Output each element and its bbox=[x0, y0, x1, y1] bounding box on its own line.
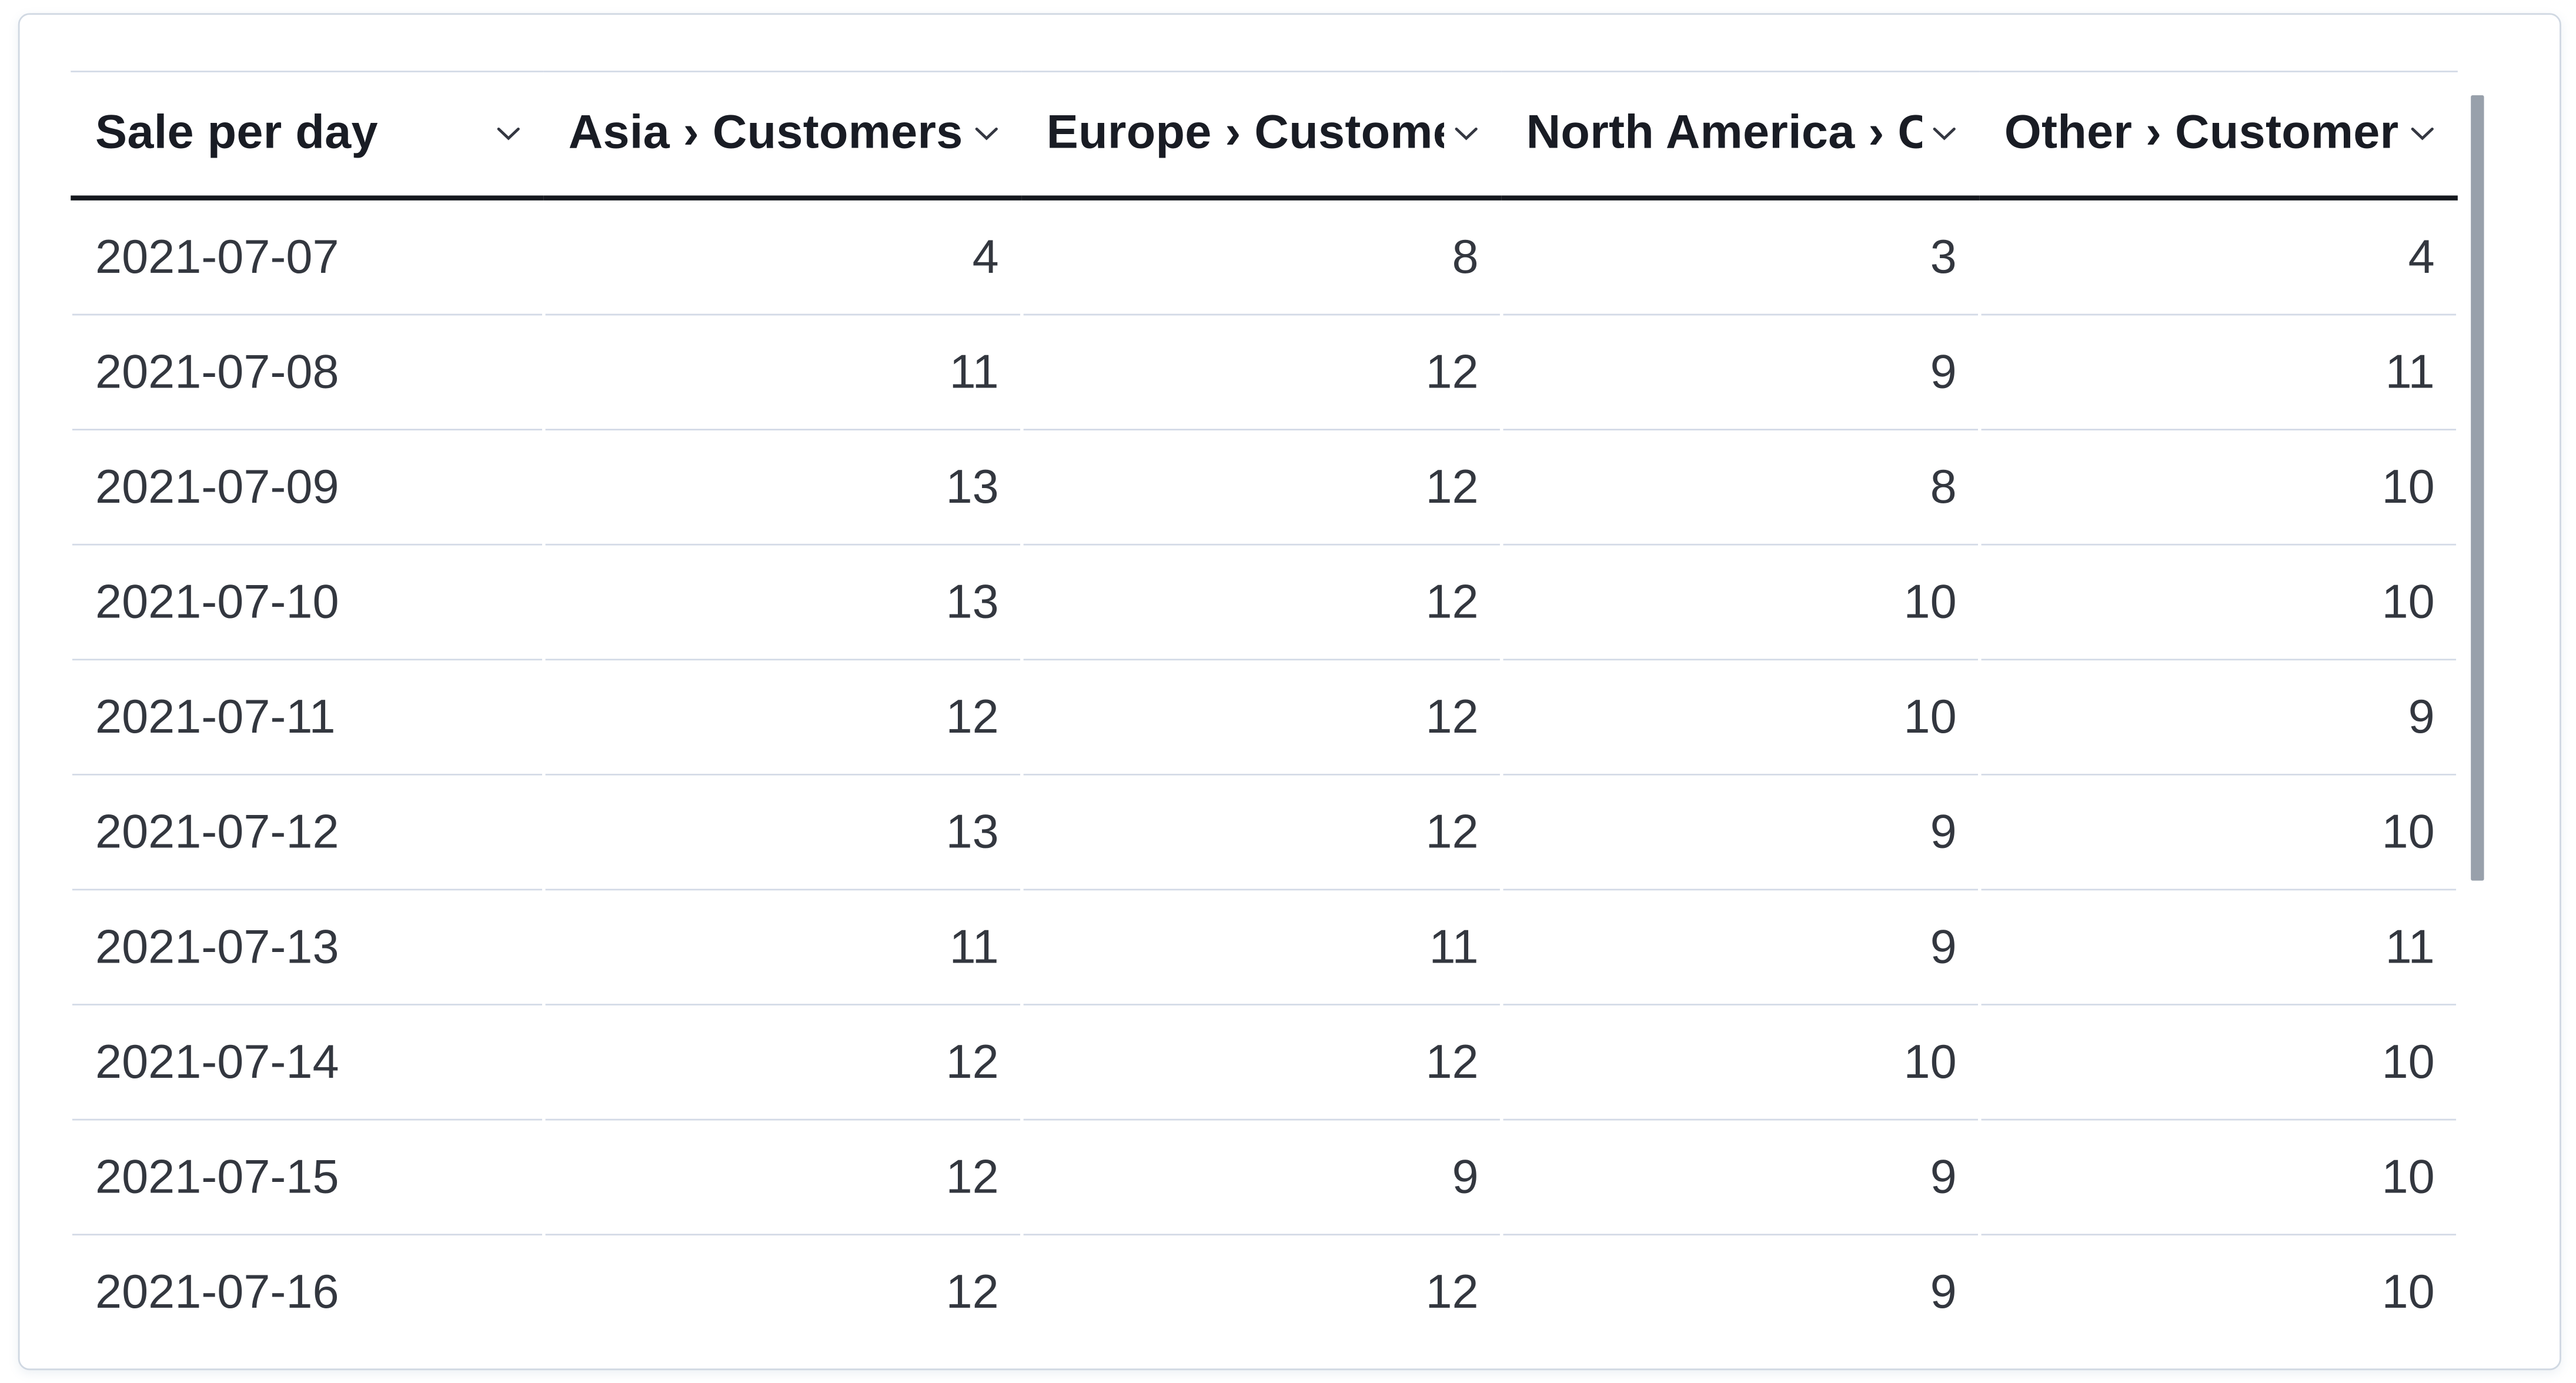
value-cell: 12 bbox=[1022, 660, 1502, 776]
value-cell: 12 bbox=[1022, 430, 1502, 546]
table-row: 2021-07-15 12 9 9 10 bbox=[71, 1121, 2458, 1236]
value-cell: 12 bbox=[1022, 1235, 1502, 1339]
value-cell: 9 bbox=[1502, 315, 1980, 431]
column-header-label: Asia › Customers per day bbox=[568, 106, 964, 160]
column-header-label: Sale per day bbox=[95, 106, 378, 160]
date-cell: 2021-07-11 bbox=[71, 660, 544, 776]
table-row: 2021-07-13 11 11 9 11 bbox=[71, 890, 2458, 1005]
value-cell: 9 bbox=[1502, 890, 1980, 1005]
date-cell: 2021-07-08 bbox=[71, 315, 544, 431]
table-scroll-area[interactable]: Sale per day Asia › Customers per day Euro… bbox=[71, 71, 2492, 1339]
value-cell: 11 bbox=[1980, 890, 2458, 1005]
chevron-down-icon bbox=[497, 127, 520, 141]
date-cell: 2021-07-07 bbox=[71, 201, 544, 316]
column-header-content: Asia › Customers per day bbox=[569, 107, 999, 161]
value-cell: 11 bbox=[544, 315, 1022, 431]
datatable-panel: Sale per day Asia › Customers per day Euro… bbox=[18, 13, 2561, 1371]
vertical-scrollbar-thumb[interactable] bbox=[2471, 95, 2484, 881]
value-cell: 9 bbox=[1502, 1121, 1980, 1236]
value-cell: 13 bbox=[544, 546, 1022, 661]
table-body: 2021-07-07 4 8 3 4 2021-07-08 11 12 9 11 2021-07-0… bbox=[71, 201, 2458, 1339]
date-cell: 2021-07-14 bbox=[71, 1005, 544, 1121]
column-header-label: Other › Customers per day bbox=[2004, 106, 2400, 160]
value-cell: 10 bbox=[1980, 1121, 2458, 1236]
value-cell: 12 bbox=[544, 660, 1022, 776]
value-cell: 4 bbox=[544, 201, 1022, 316]
value-cell: 12 bbox=[1022, 315, 1502, 431]
value-cell: 11 bbox=[1980, 315, 2458, 431]
date-cell: 2021-07-10 bbox=[71, 546, 544, 661]
value-cell: 10 bbox=[1980, 1235, 2458, 1339]
table-row: 2021-07-08 11 12 9 11 bbox=[71, 315, 2458, 431]
data-table: Sale per day Asia › Customers per day Euro… bbox=[71, 71, 2458, 1339]
column-header-content: Other › Customers per day bbox=[2004, 107, 2435, 161]
column-header-content: Europe › Customers per day bbox=[1047, 107, 1479, 161]
value-cell: 12 bbox=[544, 1235, 1022, 1339]
value-cell: 13 bbox=[544, 430, 1022, 546]
table-row: 2021-07-07 4 8 3 4 bbox=[71, 201, 2458, 316]
value-cell: 11 bbox=[1022, 890, 1502, 1005]
column-header-2[interactable]: Europe › Customers per day bbox=[1021, 71, 1502, 201]
date-cell: 2021-07-12 bbox=[71, 776, 544, 891]
column-header-3[interactable]: North America › Customers per day bbox=[1501, 71, 1980, 201]
value-cell: 10 bbox=[1980, 1005, 2458, 1121]
column-header-0[interactable]: Sale per day bbox=[71, 71, 544, 201]
chevron-down-icon bbox=[2411, 127, 2434, 141]
value-cell: 10 bbox=[1980, 546, 2458, 661]
value-cell: 12 bbox=[1022, 1005, 1502, 1121]
value-cell: 12 bbox=[544, 1005, 1022, 1121]
column-header-label: Europe › Customers per day bbox=[1046, 106, 1444, 160]
column-header-label: North America › Customers per day bbox=[1526, 106, 1922, 160]
chevron-down-icon bbox=[975, 127, 998, 141]
value-cell: 12 bbox=[1022, 546, 1502, 661]
chevron-down-icon bbox=[1455, 127, 1478, 141]
table-row: 2021-07-09 13 12 8 10 bbox=[71, 430, 2458, 546]
date-cell: 2021-07-13 bbox=[71, 890, 544, 1005]
table-row: 2021-07-16 12 12 9 10 bbox=[71, 1235, 2458, 1339]
value-cell: 10 bbox=[1502, 546, 1980, 661]
table-row: 2021-07-10 13 12 10 10 bbox=[71, 546, 2458, 661]
value-cell: 8 bbox=[1502, 430, 1980, 546]
value-cell: 13 bbox=[544, 776, 1022, 891]
column-header-1[interactable]: Asia › Customers per day bbox=[543, 71, 1022, 201]
value-cell: 10 bbox=[1502, 1005, 1980, 1121]
value-cell: 9 bbox=[1022, 1121, 1502, 1236]
table-row: 2021-07-14 12 12 10 10 bbox=[71, 1005, 2458, 1121]
value-cell: 10 bbox=[1502, 660, 1980, 776]
header-row: Sale per day Asia › Customers per day Euro… bbox=[71, 71, 2458, 201]
column-header-content: North America › Customers per day bbox=[1526, 107, 1957, 161]
value-cell: 10 bbox=[1980, 430, 2458, 546]
column-header-4[interactable]: Other › Customers per day bbox=[1979, 71, 2458, 201]
value-cell: 9 bbox=[1980, 660, 2458, 776]
date-cell: 2021-07-16 bbox=[71, 1235, 544, 1339]
date-cell: 2021-07-15 bbox=[71, 1121, 544, 1236]
table-row: 2021-07-12 13 12 9 10 bbox=[71, 776, 2458, 891]
value-cell: 8 bbox=[1022, 201, 1502, 316]
table-header: Sale per day Asia › Customers per day Euro… bbox=[71, 71, 2458, 201]
value-cell: 3 bbox=[1502, 201, 1980, 316]
column-header-content: Sale per day bbox=[95, 107, 521, 161]
value-cell: 11 bbox=[544, 890, 1022, 1005]
table-row: 2021-07-11 12 12 10 9 bbox=[71, 660, 2458, 776]
value-cell: 12 bbox=[544, 1121, 1022, 1236]
chevron-down-icon bbox=[1933, 127, 1956, 141]
value-cell: 4 bbox=[1980, 201, 2458, 316]
date-cell: 2021-07-09 bbox=[71, 430, 544, 546]
value-cell: 10 bbox=[1980, 776, 2458, 891]
value-cell: 9 bbox=[1502, 776, 1980, 891]
value-cell: 9 bbox=[1502, 1235, 1980, 1339]
value-cell: 12 bbox=[1022, 776, 1502, 891]
